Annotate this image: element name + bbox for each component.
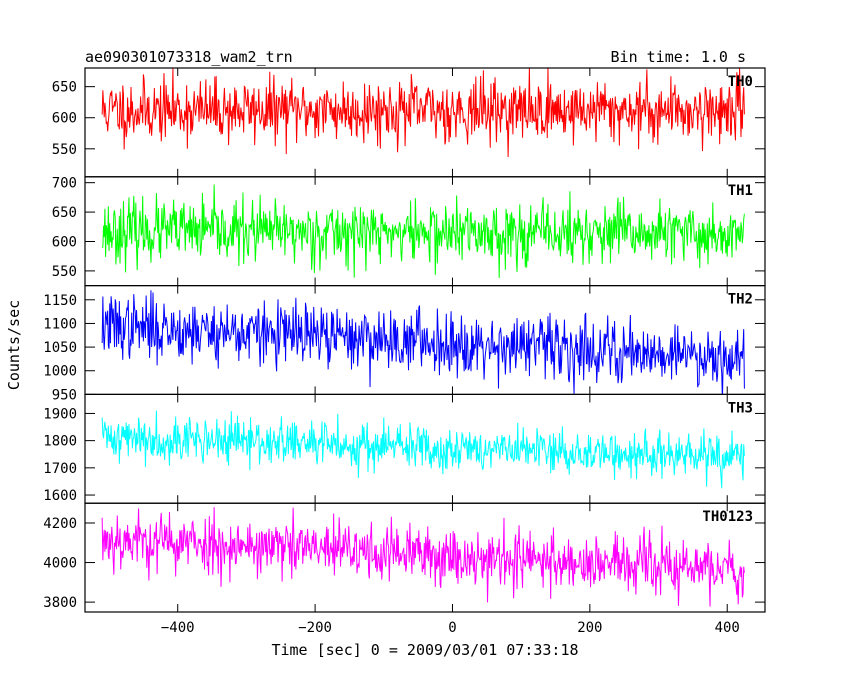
y-tick-label: 600: [52, 111, 77, 127]
y-tick-label: 650: [52, 205, 77, 221]
panel-frame: [84, 502, 766, 613]
y-tick-label: 1150: [43, 293, 77, 309]
series-th1: [101, 184, 745, 279]
y-tick-label: 1700: [43, 461, 77, 477]
y-tick-label: 600: [52, 234, 77, 250]
panel-th0: 550 600 650 TH0: [52, 67, 766, 178]
x-axis-title: Time [sec] 0 = 2009/03/01 07:33:18: [271, 641, 578, 659]
series-th2: [101, 290, 745, 395]
y-tick-label: 4200: [43, 516, 77, 532]
y-tick-label: 1800: [43, 434, 77, 450]
panel-label-th2: TH2: [728, 292, 753, 308]
panel-label-th0: TH0: [728, 74, 753, 90]
panel-th2: 950 1000 1050 1100 1150 TH2: [43, 285, 766, 403]
x-tick-label: 0: [448, 620, 456, 636]
panels-group: 550 600 650 TH0 550 600 650 700 TH1 950 1000 1050 11…: [43, 67, 766, 613]
series-th0: [101, 68, 745, 158]
y-tick-label: 550: [52, 142, 77, 158]
y-tick-label: 1050: [43, 340, 77, 356]
y-tick-label: 650: [52, 80, 77, 96]
y-tick-label: 700: [52, 176, 77, 192]
y-tick-label: 1000: [43, 364, 77, 380]
x-tick-label: 400: [715, 620, 740, 636]
y-tick-label: 1600: [43, 488, 77, 504]
x-axis: −400 −200 0 200 400: [161, 620, 740, 636]
y-tick-label: 1900: [43, 406, 77, 422]
y-tick-label: 1100: [43, 316, 77, 332]
y-tick-label: 550: [52, 264, 77, 280]
series-th3: [101, 410, 745, 489]
x-tick-label: 200: [577, 620, 602, 636]
panel-label-th1: TH1: [728, 183, 753, 199]
panel-label-th3: TH3: [728, 400, 753, 416]
y-tick-label: 3800: [43, 595, 77, 611]
panel-th3: 1600 1700 1800 1900 TH3: [43, 393, 766, 504]
x-tick-label: −400: [161, 620, 195, 636]
y-tick-label: 4000: [43, 556, 77, 572]
chart-title: ae090301073318_wam2_trn: [85, 48, 293, 66]
panel-label-th0123: TH0123: [702, 509, 753, 525]
series-th0123: [101, 507, 745, 607]
bin-time-label: Bin time: 1.0 s: [611, 48, 746, 66]
y-axis-title: Counts/sec: [5, 300, 23, 390]
y-tick-label: 950: [52, 387, 77, 403]
panel-th0123: 3800 4000 4200 TH0123: [43, 502, 766, 613]
x-tick-label: −200: [298, 620, 332, 636]
panel-th1: 550 600 650 700 TH1: [52, 176, 766, 287]
